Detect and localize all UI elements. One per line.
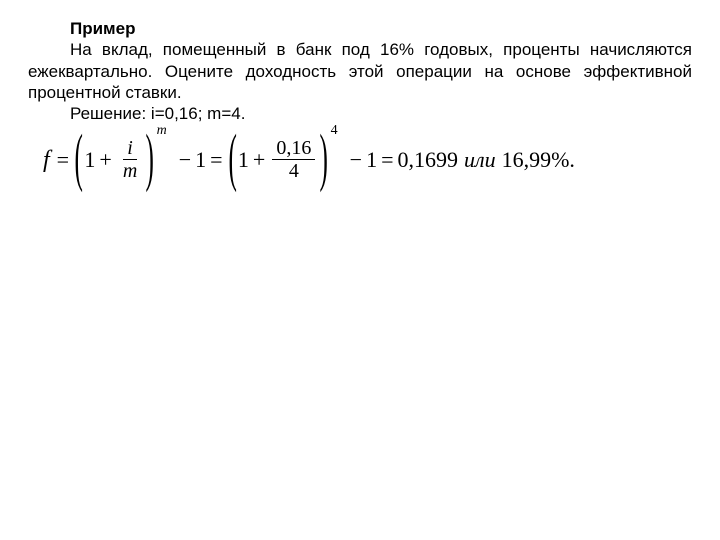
formula-block: f = ( 1 + i m ) m − 1 = ( 1 + 0,16 4 ) 4…	[28, 138, 692, 181]
one-3: 1	[238, 146, 249, 174]
left-paren-1: (	[74, 128, 84, 192]
frac1-den: m	[119, 160, 141, 181]
frac2-den: 4	[285, 160, 303, 181]
one-2: 1	[195, 146, 206, 174]
op-plus-1: +	[95, 146, 115, 174]
op-eq-2: =	[206, 146, 226, 174]
op-eq-3: =	[377, 146, 397, 174]
solution-line: Решение: i=0,16; m=4.	[28, 103, 692, 124]
frac1-num: i	[123, 138, 137, 160]
one-1: 1	[84, 146, 95, 174]
problem-paragraph: На вклад, помещенный в банк под 16% годо…	[28, 39, 692, 103]
op-plus-2: +	[249, 146, 269, 174]
right-paren-2: )	[319, 128, 329, 192]
exponent-4: 4	[330, 122, 338, 140]
frac2-num: 0,16	[272, 138, 315, 160]
op-eq-1: =	[53, 146, 73, 174]
fraction-016-over-4: 0,16 4	[269, 138, 318, 181]
op-minus-1: −	[175, 146, 195, 174]
page-content: Пример На вклад, помещенный в банк под 1…	[0, 0, 720, 181]
result-decimal: 0,1699	[398, 146, 459, 174]
fraction-i-over-m: i m	[116, 138, 144, 181]
word-ili: или	[458, 146, 502, 174]
left-paren-2: (	[227, 128, 237, 192]
right-paren-1: )	[145, 128, 155, 192]
one-4: 1	[366, 146, 377, 174]
exponent-m: m	[156, 122, 167, 140]
result-percent: 16,99%.	[502, 146, 575, 174]
example-heading: Пример	[28, 18, 692, 39]
var-f: f	[40, 145, 53, 175]
op-minus-2: −	[346, 146, 366, 174]
